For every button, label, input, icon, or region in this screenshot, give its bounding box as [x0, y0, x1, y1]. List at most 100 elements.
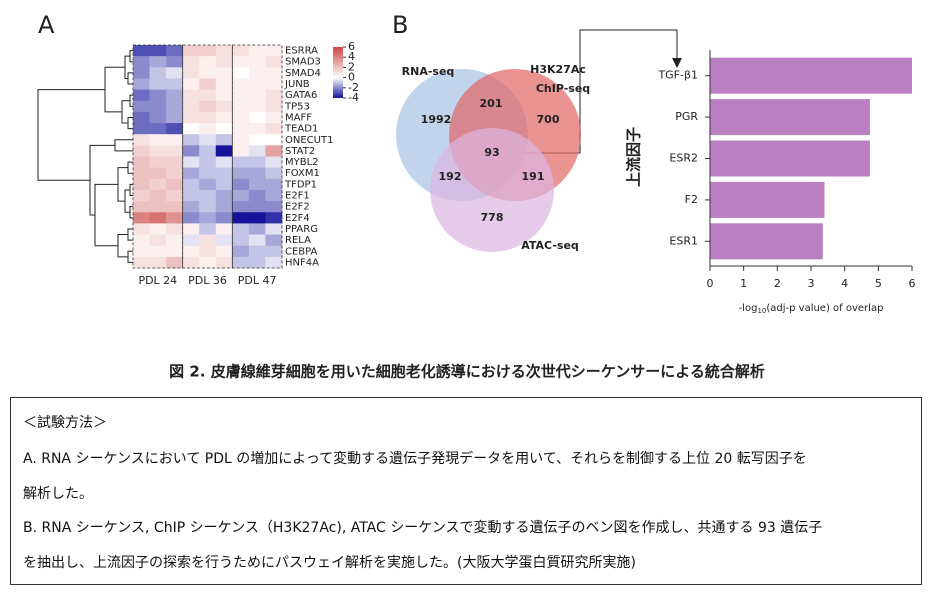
heatmap-cell [199, 256, 217, 269]
column-label: PDL 36 [188, 274, 227, 287]
heatmap-cell [265, 100, 283, 113]
heatmap-cell [166, 201, 183, 213]
heatmap-cell [149, 167, 167, 180]
heatmap-cell [265, 256, 283, 269]
heatmap-cell [166, 100, 183, 113]
heatmap-cell [248, 111, 266, 124]
region-count: 192 [439, 170, 462, 183]
colorbar-tick-label: -2 [348, 81, 359, 94]
heatmap-cell [182, 178, 200, 191]
heatmap-cell [199, 201, 217, 213]
group-outline [231, 44, 283, 269]
set-label: ChIP-seq [536, 82, 590, 95]
x-tick-label: 2 [774, 277, 781, 290]
heatmap-cell [149, 156, 167, 168]
heatmap-cell [265, 189, 283, 202]
heatmap-cell [133, 245, 150, 258]
heatmap-cell [149, 78, 167, 90]
methods-line: 解析した。 [23, 485, 93, 502]
heatmap-cell [182, 167, 200, 180]
heatmap-cell [133, 100, 150, 113]
heatmap-cell [232, 123, 250, 135]
heatmap-cell [182, 89, 200, 102]
row-label: MAFF [285, 112, 312, 123]
heatmap-cell [215, 201, 233, 213]
heatmap-cell [215, 245, 233, 258]
heatmap-cell [182, 189, 200, 202]
set-label: ATAC-seq [521, 239, 579, 252]
heatmap-cell [133, 256, 150, 269]
heatmap-cell [133, 167, 150, 180]
row-label: E2F2 [285, 202, 310, 213]
heatmap-cell [232, 201, 250, 213]
panel-label: A [38, 11, 55, 39]
heatmap-cell [166, 256, 183, 269]
heatmap-cell [166, 89, 183, 102]
heatmap-cell [199, 45, 217, 57]
heatmap-cell [166, 178, 183, 191]
heatmap-cell [215, 212, 233, 224]
heatmap-cell [199, 245, 217, 258]
heatmap-cell [149, 134, 167, 146]
row-label: ONECUT1 [285, 135, 333, 146]
heatmap-cell [199, 156, 217, 168]
region-count: 1992 [421, 113, 452, 126]
heatmap-cell [232, 89, 250, 102]
venn-set [430, 128, 554, 252]
heatmap-cell [232, 245, 250, 258]
heatmap-cell [133, 78, 150, 90]
heatmap-cell [166, 223, 183, 235]
heatmap-cell [265, 223, 283, 235]
heatmap-cell [248, 178, 266, 191]
colorbar-tick-label: 2 [348, 60, 355, 73]
heatmap-cell [265, 167, 283, 180]
x-axis-label: -log10(adj-p value) of overlap [739, 303, 884, 315]
heatmap-cell [133, 178, 150, 191]
heatmap-cell [149, 89, 167, 102]
heatmap-cell [215, 234, 233, 246]
methods-line: B. RNA シーケンス, ChIP シーケンス（H3K27Ac), ATAC … [23, 520, 823, 536]
heatmap-cell [215, 167, 233, 180]
colorbar [333, 47, 343, 98]
x-tick-label: 1 [740, 277, 747, 290]
heatmap-cell [133, 189, 150, 202]
row-label: SMAD3 [285, 57, 321, 68]
row-label: ESRRA [285, 46, 318, 57]
heatmap-cell [232, 156, 250, 168]
heatmap-cell [149, 234, 167, 246]
row-label: STAT2 [285, 146, 315, 157]
row-label: GATA6 [285, 90, 317, 101]
heatmap-cell [232, 223, 250, 235]
heatmap-cell [133, 212, 150, 224]
heatmap-cell [199, 78, 217, 90]
heatmap-cell [199, 134, 217, 146]
heatmap-cell [166, 78, 183, 90]
x-tick-label: 3 [808, 277, 815, 290]
heatmap-cell [248, 234, 266, 246]
set-label: RNA-seq [402, 65, 455, 78]
heatmap-cell [265, 178, 283, 191]
bar [710, 223, 823, 260]
heatmap-cell [248, 56, 266, 68]
heatmap-cell [248, 134, 266, 146]
heatmap-cell [182, 156, 200, 168]
heatmap-cell [199, 89, 217, 102]
heatmap-cell [133, 111, 150, 124]
bar [710, 140, 870, 177]
heatmap-cell [232, 78, 250, 90]
x-tick-label: 5 [875, 277, 882, 290]
heatmap-cell [182, 45, 200, 57]
region-count: 201 [480, 97, 503, 110]
heatmap-cell [215, 223, 233, 235]
figure: A B 図 2. 皮膚線維芽細胞を用いた細胞老化誘導における次世代シーケンサーに… [37, 11, 916, 381]
heatmap-cell [248, 212, 266, 224]
heatmap-cell [248, 156, 266, 168]
heatmap-cell [265, 56, 283, 68]
heatmap-cell [265, 134, 283, 146]
row-label: E2F4 [285, 213, 310, 224]
heatmap-cell [182, 212, 200, 224]
heatmap-cell [199, 100, 217, 113]
methods-line: を抽出し、上流因子の探索を行うためにパスウェイ解析を実施した。(大阪大学蛋白質研… [23, 554, 636, 571]
heatmap-cell [215, 145, 233, 157]
row-label: TEAD1 [284, 124, 318, 135]
